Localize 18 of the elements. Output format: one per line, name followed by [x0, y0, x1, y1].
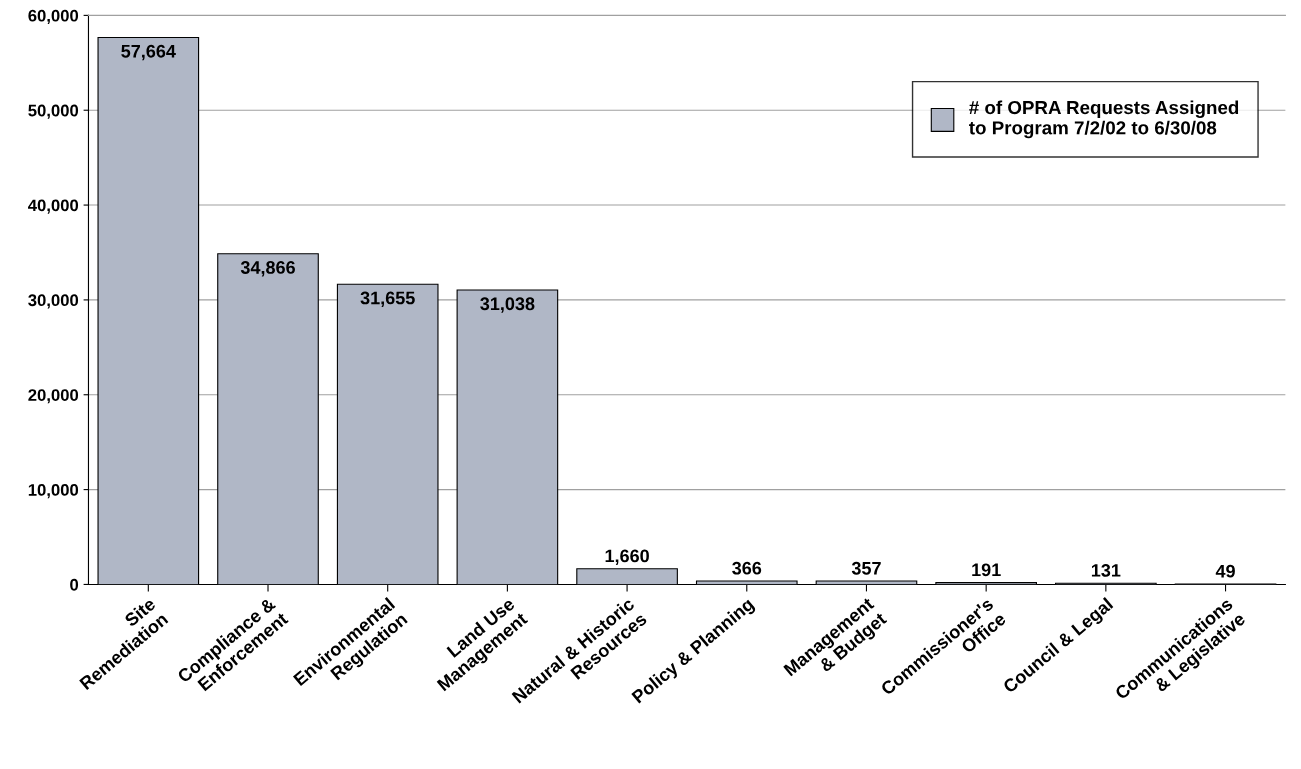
- data-label: 191: [972, 563, 1001, 577]
- legend-label: # of OPRA Requests Assigned to Program 7/2/02 to 6/30/08: [969, 100, 1239, 139]
- y-tick-label: 50,000: [28, 104, 79, 119]
- y-tick-label: 60,000: [28, 9, 79, 24]
- data-label: 357: [851, 561, 881, 575]
- y-tick-label: 40,000: [28, 199, 79, 214]
- data-label: 1,660: [605, 549, 649, 565]
- y-tick-label: 20,000: [28, 389, 79, 404]
- y-tick-label: 10,000: [28, 484, 79, 499]
- data-label: 31,655: [360, 291, 415, 307]
- data-label: 131: [1091, 564, 1121, 577]
- data-label: 34,866: [240, 261, 295, 277]
- data-label: 57,664: [121, 44, 176, 61]
- y-tick-label: 0: [70, 578, 79, 591]
- data-label: 49: [1215, 564, 1235, 578]
- data-label: 31,038: [480, 297, 535, 313]
- data-label: 366: [732, 561, 762, 575]
- y-tick-label: 30,000: [28, 294, 79, 309]
